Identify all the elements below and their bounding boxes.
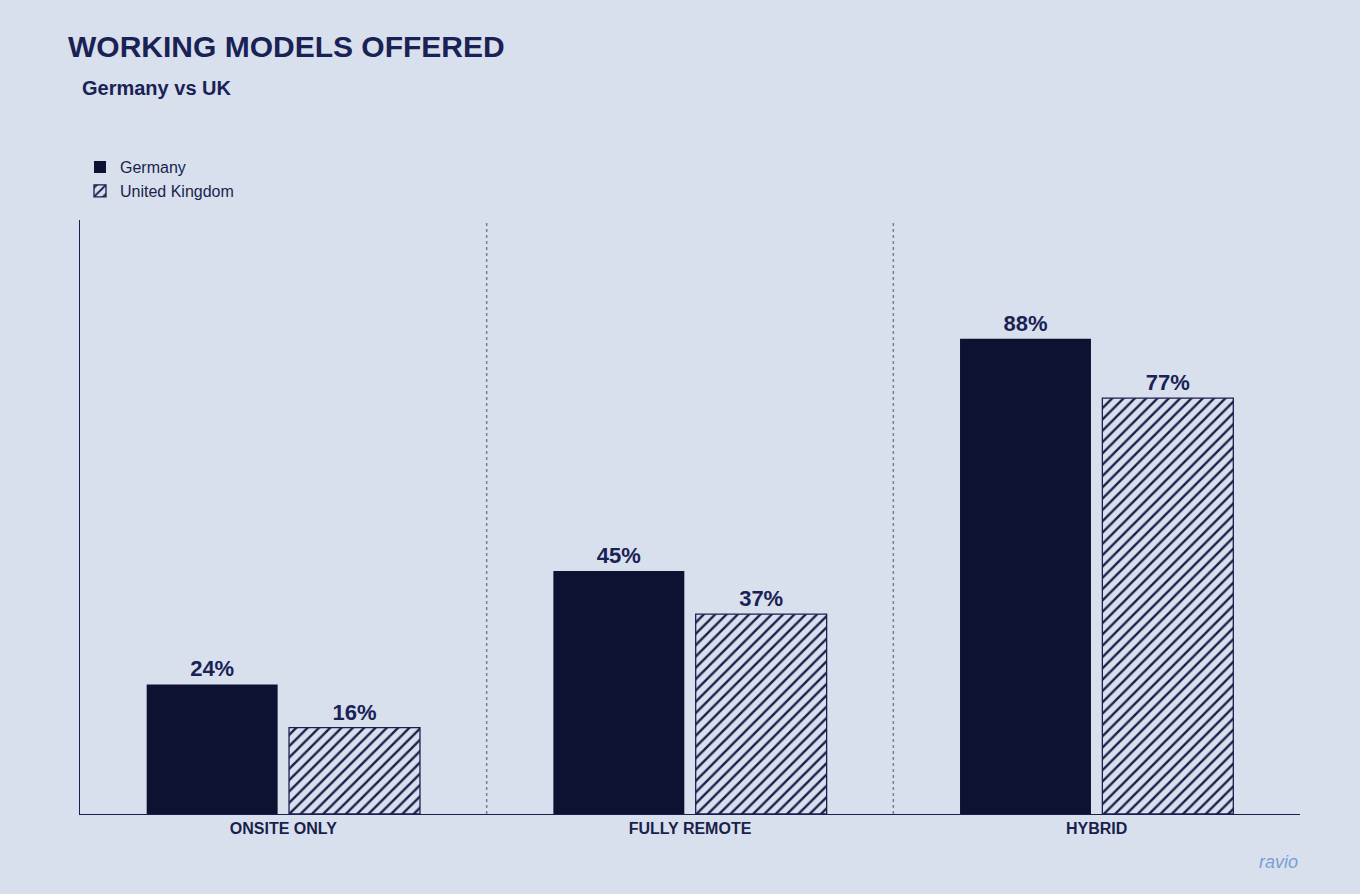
svg-text:37%: 37% — [739, 586, 783, 611]
svg-text:45%: 45% — [597, 543, 641, 568]
svg-text:WORKING MODELS OFFERED: WORKING MODELS OFFERED — [68, 30, 505, 63]
svg-text:Germany vs UK: Germany vs UK — [82, 77, 232, 99]
svg-text:HYBRID: HYBRID — [1066, 820, 1127, 837]
svg-text:16%: 16% — [332, 700, 376, 725]
svg-text:77%: 77% — [1146, 370, 1190, 395]
svg-text:ravio: ravio — [1259, 852, 1298, 872]
svg-text:88%: 88% — [1003, 311, 1047, 336]
svg-text:ONSITE ONLY: ONSITE ONLY — [230, 820, 337, 837]
svg-text:Germany: Germany — [120, 159, 186, 176]
svg-text:FULLY REMOTE: FULLY REMOTE — [629, 820, 752, 837]
svg-text:United Kingdom: United Kingdom — [120, 183, 234, 200]
svg-text:24%: 24% — [190, 656, 234, 681]
